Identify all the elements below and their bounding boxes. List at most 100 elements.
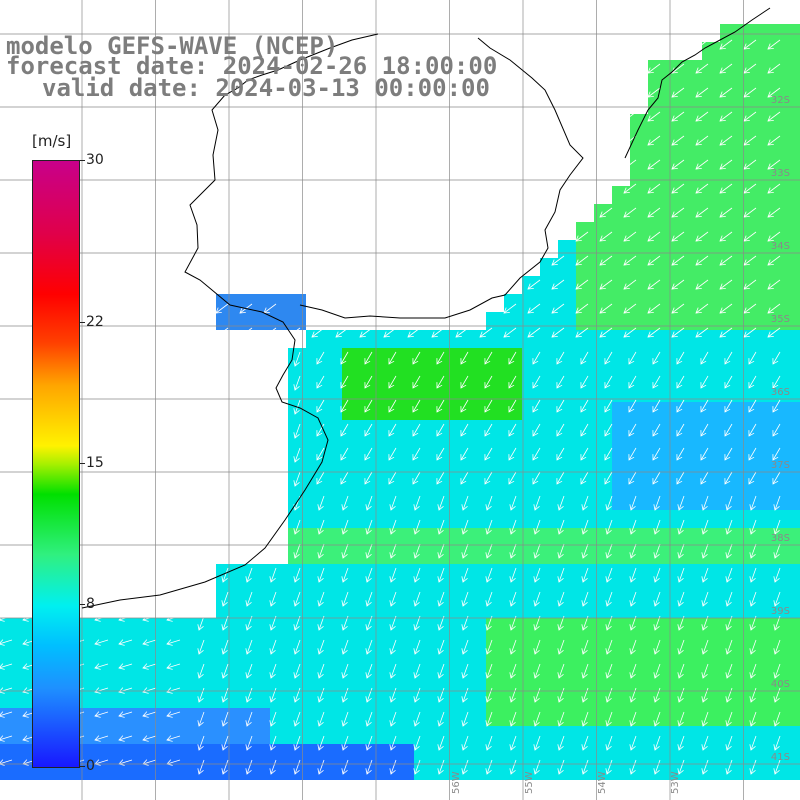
- wind-cell: [414, 366, 432, 384]
- wind-arrow: [623, 159, 637, 170]
- wind-cell: [792, 312, 800, 330]
- wind-cell: [378, 474, 396, 492]
- wind-cell: [594, 636, 612, 654]
- wind-arrow: [647, 207, 661, 218]
- wind-arrow: [629, 759, 637, 775]
- wind-arrow: [695, 63, 709, 74]
- wind-arrow: [197, 735, 205, 751]
- wind-cell: [630, 474, 648, 492]
- wind-arrow: [773, 663, 781, 679]
- wind-cell: [468, 366, 486, 384]
- wind-arrow: [647, 303, 661, 314]
- wind-cell: [756, 762, 774, 780]
- wind-arrow: [605, 591, 613, 607]
- wind-cell: [612, 222, 630, 240]
- wind-arrow: [701, 687, 709, 703]
- wind-arrow: [629, 639, 637, 655]
- wind-cell: [684, 636, 702, 654]
- wind-arrow: [245, 639, 253, 655]
- wind-cell: [666, 150, 684, 168]
- wind-cell: [378, 564, 396, 582]
- wind-cell: [558, 258, 576, 276]
- wind-cell: [792, 564, 800, 582]
- wind-cell: [666, 762, 684, 780]
- wind-cell: [594, 726, 612, 744]
- wind-arrow: [341, 687, 349, 703]
- wind-cell: [144, 762, 162, 780]
- wind-cell: [738, 402, 756, 420]
- wind-cell: [324, 672, 342, 690]
- wind-cell: [468, 762, 486, 780]
- wind-cell: [360, 474, 378, 492]
- wind-arrow: [245, 567, 253, 583]
- wind-cell: [648, 384, 666, 402]
- wind-cell: [180, 690, 198, 708]
- wind-arrow: [461, 495, 469, 511]
- wind-cell: [738, 618, 756, 636]
- wind-cell: [306, 348, 324, 366]
- wind-arrow: [671, 111, 685, 122]
- wind-cell: [576, 438, 594, 456]
- wind-arrow: [724, 351, 733, 365]
- wind-cell: [468, 420, 486, 438]
- wind-cell: [306, 546, 324, 564]
- wind-arrow: [581, 735, 589, 751]
- wind-cell: [342, 618, 360, 636]
- wind-cell: [756, 654, 774, 672]
- wind-cell: [648, 672, 666, 690]
- wind-arrow: [580, 351, 589, 365]
- wind-arrow: [413, 519, 421, 535]
- wind-arrow: [389, 591, 397, 607]
- wind-arrow: [773, 639, 781, 655]
- wind-cell: [0, 762, 18, 780]
- wind-arrow: [725, 735, 733, 751]
- wind-arrow: [293, 543, 301, 559]
- wind-cell: [360, 636, 378, 654]
- wind-cell: [216, 708, 234, 726]
- wind-cell: [450, 690, 468, 708]
- wind-cell: [450, 492, 468, 510]
- wind-arrow: [676, 423, 685, 437]
- wind-arrow: [197, 759, 205, 775]
- wind-cell: [162, 672, 180, 690]
- wind-arrow: [317, 495, 325, 511]
- wind-cell: [612, 294, 630, 312]
- wind-arrow: [197, 687, 205, 703]
- wind-cell: [648, 654, 666, 672]
- wind-cell: [576, 708, 594, 726]
- wind-cell: [756, 204, 774, 222]
- wind-cell: [522, 582, 540, 600]
- wind-cell: [288, 582, 306, 600]
- wind-cell: [324, 330, 342, 348]
- wind-cell: [540, 600, 558, 618]
- wind-arrow: [388, 423, 397, 437]
- wind-arrow: [221, 759, 229, 775]
- wind-cell: [342, 582, 360, 600]
- wind-cell: [666, 276, 684, 294]
- wind-cell: [540, 690, 558, 708]
- wind-cell: [450, 582, 468, 600]
- wind-cell: [576, 330, 594, 348]
- wind-cell: [792, 294, 800, 312]
- wind-cell: [540, 744, 558, 762]
- wind-arrow: [413, 639, 421, 655]
- wind-arrow: [767, 87, 781, 98]
- wind-cell: [702, 78, 720, 96]
- wind-cell: [792, 708, 800, 726]
- wind-cell: [756, 636, 774, 654]
- wind-cell: [378, 708, 396, 726]
- wind-cell: [558, 546, 576, 564]
- wind-cell: [504, 438, 522, 456]
- wind-cell: [450, 474, 468, 492]
- wind-arrow: [700, 423, 709, 437]
- wind-arrow: [557, 711, 565, 727]
- wind-cell: [306, 510, 324, 528]
- wind-arrow: [389, 567, 397, 583]
- wind-arrow: [485, 711, 493, 727]
- wind-cell: [792, 258, 800, 276]
- wind-cell: [756, 474, 774, 492]
- wind-arrow: [772, 471, 781, 485]
- wind-arrow: [556, 399, 565, 413]
- wind-cell: [252, 564, 270, 582]
- wind-cell: [774, 744, 792, 762]
